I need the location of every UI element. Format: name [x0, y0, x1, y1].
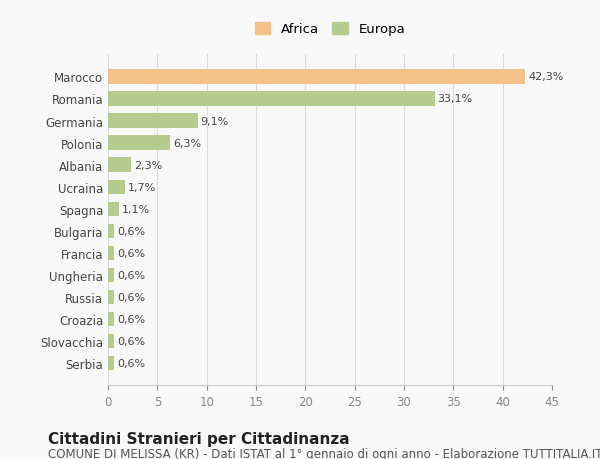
Bar — [108, 246, 114, 261]
Bar — [108, 158, 131, 173]
Bar — [108, 180, 125, 195]
Legend: Africa, Europa: Africa, Europa — [251, 19, 409, 40]
Text: 0,6%: 0,6% — [117, 314, 145, 325]
Text: 0,6%: 0,6% — [117, 358, 145, 369]
Text: 0,6%: 0,6% — [117, 336, 145, 347]
Bar — [108, 92, 434, 106]
Text: 9,1%: 9,1% — [201, 116, 229, 126]
Bar — [108, 356, 114, 370]
Bar — [108, 268, 114, 282]
Bar — [108, 334, 114, 348]
Bar — [108, 290, 114, 304]
Text: 33,1%: 33,1% — [437, 94, 473, 104]
Bar — [108, 202, 119, 217]
Text: 0,6%: 0,6% — [117, 248, 145, 258]
Bar — [108, 312, 114, 326]
Text: COMUNE DI MELISSA (KR) - Dati ISTAT al 1° gennaio di ogni anno - Elaborazione TU: COMUNE DI MELISSA (KR) - Dati ISTAT al 1… — [48, 448, 600, 459]
Text: 0,6%: 0,6% — [117, 292, 145, 302]
Text: 2,3%: 2,3% — [134, 160, 162, 170]
Text: 6,3%: 6,3% — [173, 138, 201, 148]
Bar — [108, 224, 114, 239]
Text: 1,1%: 1,1% — [122, 204, 150, 214]
Bar — [108, 114, 198, 129]
Text: 1,7%: 1,7% — [128, 182, 156, 192]
Bar — [108, 136, 170, 151]
Text: 0,6%: 0,6% — [117, 226, 145, 236]
Text: Cittadini Stranieri per Cittadinanza: Cittadini Stranieri per Cittadinanza — [48, 431, 350, 447]
Text: 0,6%: 0,6% — [117, 270, 145, 280]
Bar — [108, 70, 526, 84]
Text: 42,3%: 42,3% — [529, 72, 563, 82]
